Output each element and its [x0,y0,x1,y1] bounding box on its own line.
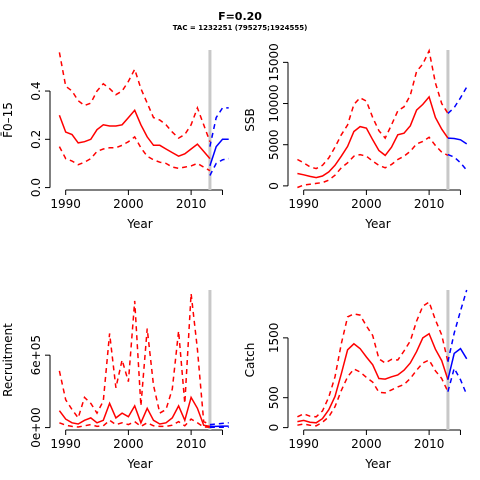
history-median-line [58,108,211,160]
history-upper-line [58,52,211,142]
history-lower-line [59,418,210,428]
history-median-line [297,332,449,424]
forecast-upper-line [209,422,229,426]
x-tick-label: 2010 [176,437,207,451]
y-tick-label: 15000 [267,43,281,81]
forecast-median-line [209,138,229,167]
history-median-line [58,395,211,428]
x-axis-label: Year [364,217,390,231]
y-axis-label: Catch [243,343,257,378]
x-axis-label: Year [364,457,390,471]
figure-subtitle: TAC = 1232251 (795275;1924555) [172,24,308,32]
x-axis-label: Year [126,457,152,471]
x-tick-label: 2000 [113,197,144,211]
y-tick-label: 0.0 [29,178,43,197]
recruitment-panel: 1990 2000 2010 0e+00 6e+05 Year Recruitment [1,290,229,471]
x-tick-label: 2000 [351,197,382,211]
y-tick-label: 6e+05 [29,335,43,375]
x-tick-label: 1990 [288,437,319,451]
y-axis-label: SSB [243,108,257,131]
x-tick-label: 2010 [414,437,445,451]
x-tick-label: 2000 [351,437,382,451]
forecast-upper-line [209,107,229,147]
history-lower-line [297,136,449,189]
y-tick-label: 0.4 [29,81,43,100]
y-axis-label: F̄0–15 [1,102,15,138]
forecast-median-line [447,347,468,380]
y-tick-label: 0.2 [29,130,43,149]
ssb-panel: 1990 2000 2010 0 5000 10000 15000 Year SSB [243,43,468,231]
f-panel: 1990 2000 2010 0.0 0.2 0.4 Year F̄0–15 [1,50,229,231]
y-tick-label: 5000 [267,129,281,160]
history-upper-line [297,48,449,170]
forecast-median-line [447,137,468,145]
y-tick-label: 0 [267,424,281,432]
catch-panel: 1990 2000 2010 0 500 1500 Year Catch [243,289,468,471]
y-axis-label: Recruitment [1,323,15,397]
history-upper-line [58,293,211,426]
x-tick-label: 2010 [176,197,207,211]
forecast-lower-line [209,157,229,176]
y-tick-label: 10000 [267,84,281,122]
figure-title: F=0.20 [218,10,262,23]
y-tick-label: 500 [267,386,281,409]
x-tick-label: 2000 [113,437,144,451]
y-tick-label: 0e+00 [29,407,43,447]
x-tick-label: 2010 [414,197,445,211]
history-lower-line [58,135,211,172]
forecast-lower-line [447,153,468,171]
history-median-line [297,95,449,179]
x-tick-label: 1990 [288,197,319,211]
y-tick-label: 0 [267,182,281,190]
history-upper-line [297,300,449,418]
x-tick-label: 1990 [50,197,81,211]
y-tick-label: 1500 [267,323,281,354]
history-lower-line [297,359,449,427]
forecast-upper-line [447,86,468,114]
forecast-upper-line [447,289,468,362]
x-axis-label: Year [126,217,152,231]
x-tick-label: 1990 [50,437,81,451]
forecast-lower-line [447,366,468,395]
